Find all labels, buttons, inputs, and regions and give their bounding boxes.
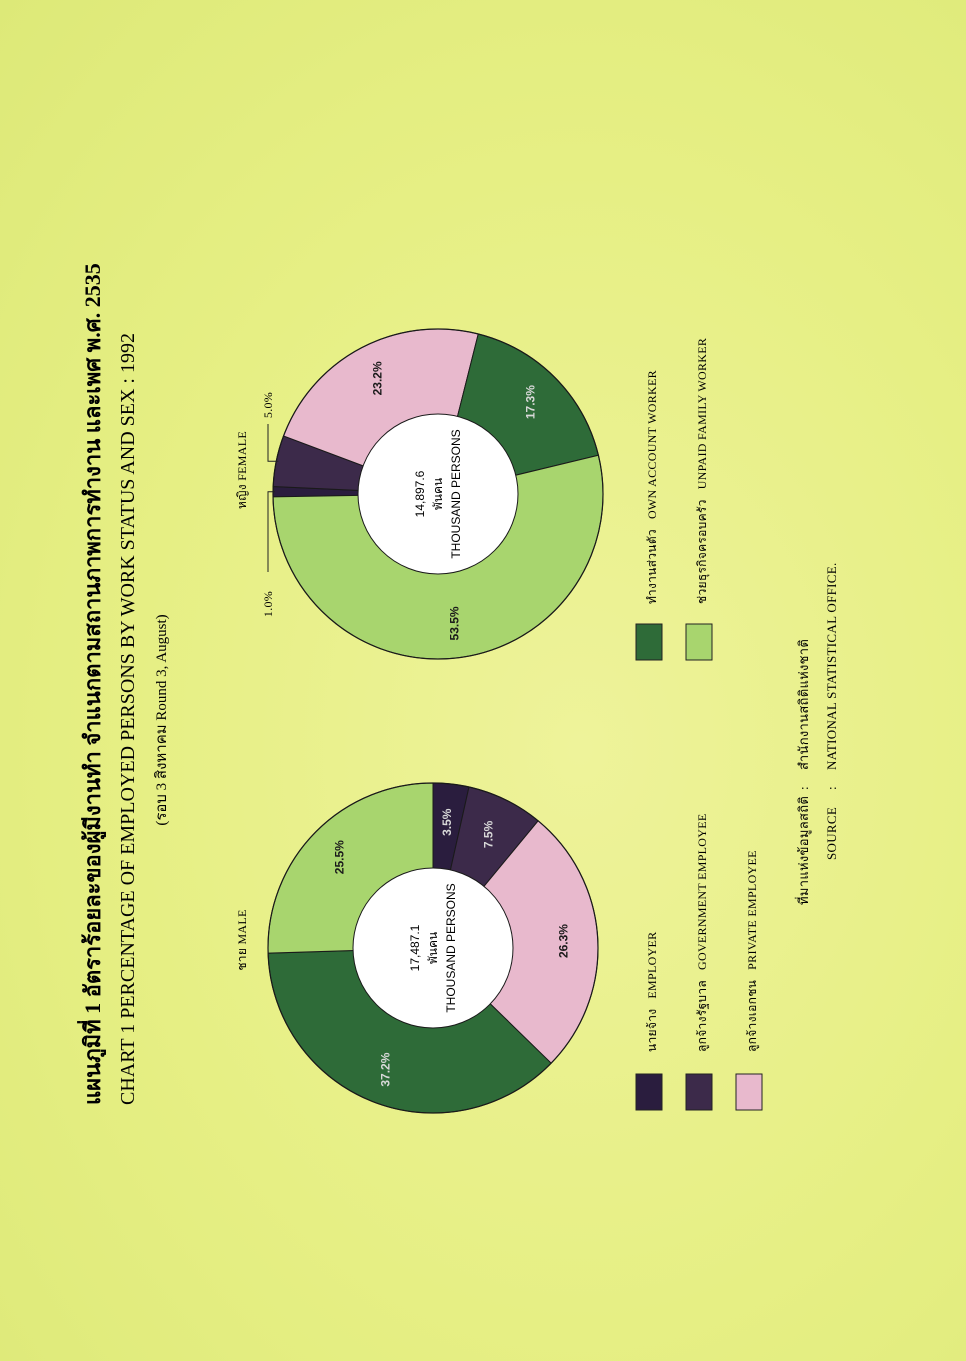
- male-label-government: 7.5%: [482, 820, 496, 848]
- legend-label-government: ลูกจ้างรัฐบาลGOVERNMENT EMPLOYEE: [695, 813, 710, 1052]
- source-thai-value: สำนักงานสถิติแห่งชาติ: [796, 639, 811, 770]
- source-english-separator: :: [824, 786, 839, 790]
- legend-swatch-government: [685, 1073, 713, 1111]
- female-callouts: 1.0% 5.0%: [261, 392, 279, 617]
- female-slice-labels: 23.2% 17.3% 53.5%: [370, 361, 537, 640]
- chart-title-english: CHART 1 PERCENTAGE OF EMPLOYED PERSONS B…: [117, 333, 139, 1105]
- female-donut-chart: หญิง FEMALE 14,897.6 พันคน THOUSAND PERS…: [235, 328, 604, 660]
- female-donut-hole: [357, 413, 519, 575]
- legend-item-unpaid-family: ช่วยธุรกิจครอบครัวUNPAID FAMILY WORKER: [685, 338, 713, 661]
- male-total-unit-english: THOUSAND PERSONS: [444, 883, 458, 1012]
- source-thai-label: ที่มาแห่งข้อมูลสถิติ: [795, 796, 812, 905]
- male-label-own-account: 37.2%: [379, 1052, 393, 1086]
- female-total-unit-thai: พันคน: [431, 478, 445, 510]
- source-english-value: NATIONAL STATISTICAL OFFICE.: [824, 562, 839, 770]
- legend-swatch-unpaid-family: [685, 623, 713, 661]
- male-center-label: 17,487.1 พันคน THOUSAND PERSONS: [408, 883, 458, 1012]
- legend-label-own-account: ทำงานส่วนตัวOWN ACCOUNT WORKER: [645, 370, 659, 604]
- legend-item-private: ลูกจ้างเอกชนPRIVATE EMPLOYEE: [735, 850, 763, 1111]
- male-outer-ring: [267, 782, 599, 1114]
- female-center-label: 14,897.6 พันคน THOUSAND PERSONS: [413, 429, 463, 558]
- legend-label-unpaid-family: ช่วยธุรกิจครอบครัวUNPAID FAMILY WORKER: [695, 338, 710, 604]
- female-label-unpaid-family: 53.5%: [448, 606, 462, 640]
- male-slice-labels: 3.5% 7.5% 26.3% 37.2% 25.5%: [332, 808, 570, 1086]
- legend-item-own-account: ทำงานส่วนตัวOWN ACCOUNT WORKER: [635, 370, 663, 661]
- male-label-unpaid-family: 25.5%: [332, 840, 346, 874]
- female-callout-line-government: [267, 424, 279, 462]
- male-label-employer: 3.5%: [440, 808, 454, 836]
- chart-title-thai: แผนภูมิที่ 1 อัตราร้อยละของผู้มีงานทำ จำ…: [76, 263, 107, 1105]
- legend-swatch-employer: [635, 1073, 663, 1111]
- female-outer-ring: [272, 328, 604, 660]
- source-block: ที่มาแห่งข้อมูลสถิติ : สำนักงานสถิติแห่ง…: [795, 562, 839, 905]
- female-label-own-account: 17.3%: [524, 385, 538, 419]
- male-donut-hole: [352, 867, 514, 1029]
- source-thai-separator: :: [796, 786, 811, 790]
- female-total-unit-english: THOUSAND PERSONS: [449, 429, 463, 558]
- legend-item-government: ลูกจ้างรัฐบาลGOVERNMENT EMPLOYEE: [685, 813, 713, 1111]
- chart-subtitle: (รอบ 3 สิงหาคม Round 3, August): [153, 614, 170, 825]
- female-callout-line-employer: [267, 491, 276, 572]
- female-label-private: 23.2%: [370, 361, 384, 395]
- male-total-unit-thai: พันคน: [426, 932, 440, 964]
- male-total-value: 17,487.1: [408, 924, 422, 971]
- legend: นายจ้างEMPLOYER ลูกจ้างรัฐบาลGOVERNMENT E…: [635, 338, 763, 1111]
- title-block: แผนภูมิที่ 1 อัตราร้อยละของผู้มีงานทำ จำ…: [76, 263, 170, 1105]
- female-label-government: 5.0%: [261, 392, 275, 418]
- source-english-label: SOURCE: [824, 807, 839, 860]
- legend-label-employer: นายจ้างEMPLOYER: [645, 932, 659, 1052]
- female-label-employer: 1.0%: [261, 591, 275, 617]
- legend-item-employer: นายจ้างEMPLOYER: [635, 932, 663, 1111]
- male-chart-title: ชาย MALE: [235, 909, 249, 970]
- legend-swatch-private: [735, 1073, 763, 1111]
- male-donut-chart: ชาย MALE 17,487.1 พันคน THOUSAND PERSONS…: [235, 782, 599, 1114]
- legend-label-private: ลูกจ้างเอกชนPRIVATE EMPLOYEE: [745, 850, 760, 1052]
- male-label-private: 26.3%: [556, 924, 570, 958]
- legend-swatch-own-account: [635, 623, 663, 661]
- female-total-value: 14,897.6: [413, 470, 427, 517]
- female-chart-title: หญิง FEMALE: [235, 431, 249, 509]
